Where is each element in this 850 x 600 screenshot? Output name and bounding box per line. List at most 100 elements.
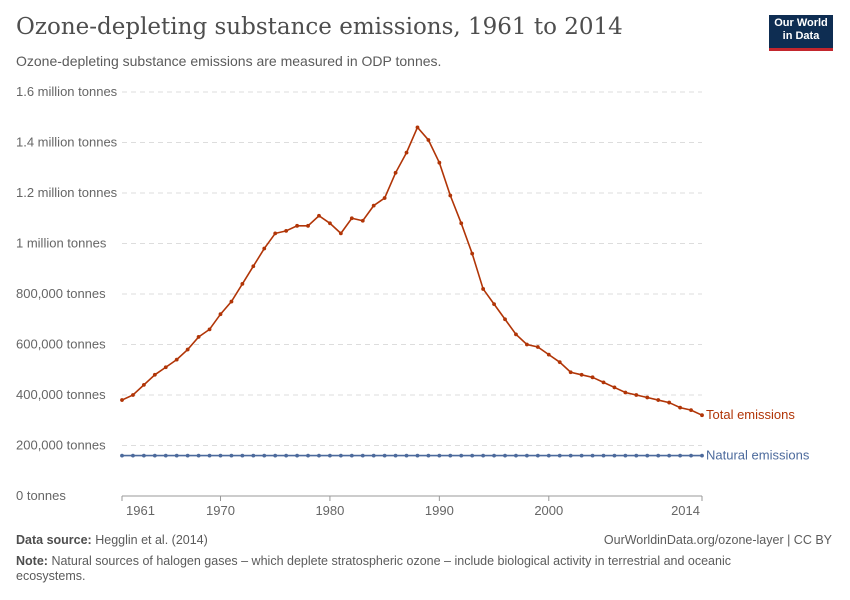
- data-point: [152, 372, 157, 377]
- data-point: [426, 138, 431, 142]
- data-point: [349, 453, 354, 458]
- data-point: [393, 453, 398, 458]
- data-point: [317, 213, 321, 218]
- data-point: [338, 453, 343, 458]
- data-point: [371, 203, 376, 208]
- data-point: [131, 393, 135, 397]
- series-line: [121, 125, 703, 416]
- data-point: [196, 335, 201, 339]
- data-point: [382, 453, 387, 458]
- data-point: [338, 231, 343, 236]
- data-point: [404, 150, 409, 155]
- data-point: [667, 400, 672, 405]
- data-point: [207, 327, 212, 332]
- series-label: Natural emissions: [706, 448, 810, 463]
- data-point: [371, 453, 376, 458]
- data-point: [218, 453, 223, 458]
- data-point: [525, 342, 529, 347]
- data-point: [459, 453, 464, 458]
- data-point: [557, 360, 562, 365]
- data-point: [678, 405, 683, 410]
- data-point: [141, 453, 146, 458]
- y-tick-label: 0 tonnes: [16, 488, 66, 503]
- data-point: [656, 398, 661, 402]
- data-point: [163, 365, 168, 370]
- data-point: [492, 453, 496, 458]
- data-point: [623, 453, 628, 458]
- data-point: [656, 453, 661, 458]
- data-source: Data source: Hegglin et al. (2014): [16, 533, 208, 547]
- data-point: [503, 453, 507, 458]
- data-point: [185, 453, 190, 458]
- data-point: [623, 390, 628, 395]
- data-point: [634, 393, 639, 397]
- data-point: [481, 287, 486, 291]
- data-point: [437, 453, 442, 458]
- data-point: [492, 302, 496, 306]
- data-point: [448, 193, 453, 198]
- data-point: [328, 221, 332, 226]
- data-point: [535, 453, 540, 458]
- data-point: [229, 453, 234, 458]
- y-tick-label: 600,000 tonnes: [16, 337, 106, 352]
- data-point: [360, 453, 365, 458]
- data-point: [207, 453, 212, 458]
- owid-logo[interactable]: Our World in Data: [769, 15, 833, 51]
- data-point: [481, 453, 486, 458]
- data-point: [229, 299, 234, 304]
- data-point: [503, 317, 507, 322]
- data-point: [525, 453, 529, 458]
- data-point: [317, 453, 321, 458]
- data-point: [295, 453, 299, 458]
- data-point: [700, 413, 704, 418]
- chart-subtitle: Ozone-depleting substance emissions are …: [16, 53, 442, 69]
- data-point: [415, 125, 420, 130]
- data-point: [514, 332, 518, 337]
- series-label: Total emissions: [706, 407, 795, 422]
- data-point: [689, 408, 693, 413]
- x-tick-label: 2014: [671, 503, 700, 518]
- data-point: [448, 453, 453, 458]
- data-point: [152, 453, 157, 458]
- data-point: [185, 347, 190, 352]
- data-point: [579, 453, 584, 458]
- source-url[interactable]: OurWorldinData.org/ozone-layer | CC BY: [603, 533, 832, 547]
- data-point: [251, 453, 256, 458]
- note: Note: Natural sources of halogen gases –…: [16, 554, 731, 583]
- data-point: [393, 170, 398, 175]
- y-tick-label: 1.4 million tonnes: [16, 135, 118, 150]
- data-point: [601, 453, 606, 458]
- data-point: [120, 453, 124, 458]
- data-point: [645, 453, 650, 458]
- data-point: [262, 453, 267, 458]
- data-point: [678, 453, 683, 458]
- data-point: [689, 453, 693, 458]
- y-tick-label: 200,000 tonnes: [16, 438, 106, 453]
- data-point: [262, 246, 267, 251]
- y-tick-label: 1.6 million tonnes: [16, 84, 118, 99]
- x-tick-label: 1990: [425, 503, 454, 518]
- data-point: [667, 453, 672, 458]
- data-point: [174, 357, 179, 362]
- data-point: [590, 375, 595, 380]
- data-point: [251, 264, 256, 269]
- data-point: [645, 395, 650, 400]
- data-point: [579, 372, 584, 377]
- data-point: [284, 453, 289, 458]
- data-point: [382, 196, 387, 200]
- data-point: [700, 453, 704, 458]
- data-point: [240, 453, 245, 458]
- y-tick-label: 1 million tonnes: [16, 236, 107, 251]
- data-point: [328, 453, 332, 458]
- data-point: [568, 370, 573, 375]
- data-point: [415, 453, 420, 458]
- data-point: [284, 228, 289, 233]
- data-point: [546, 352, 551, 357]
- x-tick-label: 1961: [126, 503, 155, 518]
- data-point: [306, 223, 310, 228]
- data-point: [557, 453, 562, 458]
- y-tick-label: 1.2 million tonnes: [16, 185, 118, 200]
- data-point: [470, 453, 475, 458]
- data-point: [459, 221, 464, 226]
